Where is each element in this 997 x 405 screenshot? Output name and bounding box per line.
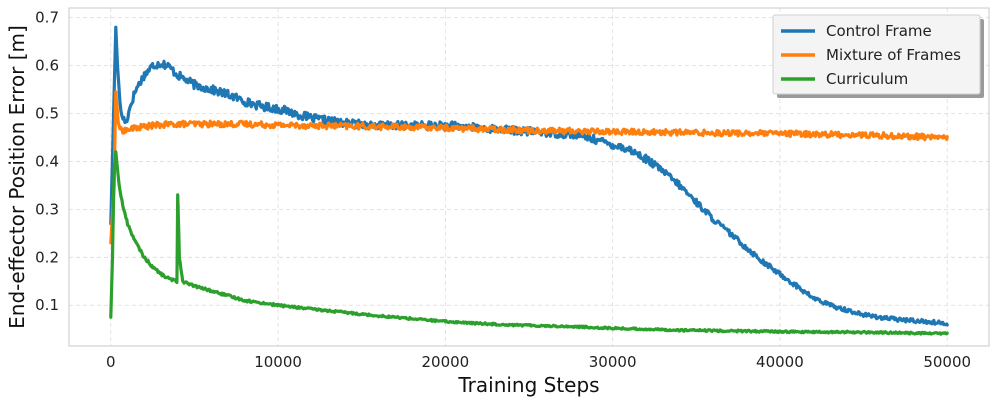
x-tick-label: 20000	[422, 353, 470, 371]
legend-label: Control Frame	[826, 22, 932, 40]
y-tick-label: 0.2	[35, 248, 59, 266]
series-layer	[109, 25, 949, 336]
series-line-curriculum	[109, 150, 949, 336]
legend-items: Control Frame Mixture of Frames Curriculum	[781, 22, 961, 88]
y-tick-label: 0.6	[35, 57, 59, 75]
plot-frame	[68, 7, 990, 347]
series-line-mixture-of-frames	[109, 90, 949, 245]
x-tick-label: 50000	[923, 353, 971, 371]
legend-label: Mixture of Frames	[826, 46, 961, 64]
x-tick-label: 10000	[254, 353, 302, 371]
y-tick-labels: 0.1 0.2 0.3 0.4 0.5 0.6 0.7	[35, 9, 59, 315]
y-tick-label: 0.7	[35, 9, 59, 27]
y-tick-label: 0.3	[35, 200, 59, 218]
x-tick-label: 30000	[589, 353, 637, 371]
legend: Control Frame Mixture of Frames Curriculum	[772, 14, 984, 98]
legend-label: Curriculum	[826, 70, 908, 88]
x-tick-labels: 0 10000 20000 30000 40000 50000	[106, 353, 971, 371]
x-tick-label: 40000	[756, 353, 804, 371]
y-axis-label: End-effector Position Error [m]	[5, 25, 29, 329]
x-axis-label: Training Steps	[457, 373, 599, 397]
y-tick-label: 0.1	[35, 296, 59, 314]
y-tick-label: 0.5	[35, 104, 59, 122]
x-tick-label: 0	[106, 353, 116, 371]
legend-box	[772, 14, 981, 95]
y-tick-label: 0.4	[35, 152, 59, 170]
